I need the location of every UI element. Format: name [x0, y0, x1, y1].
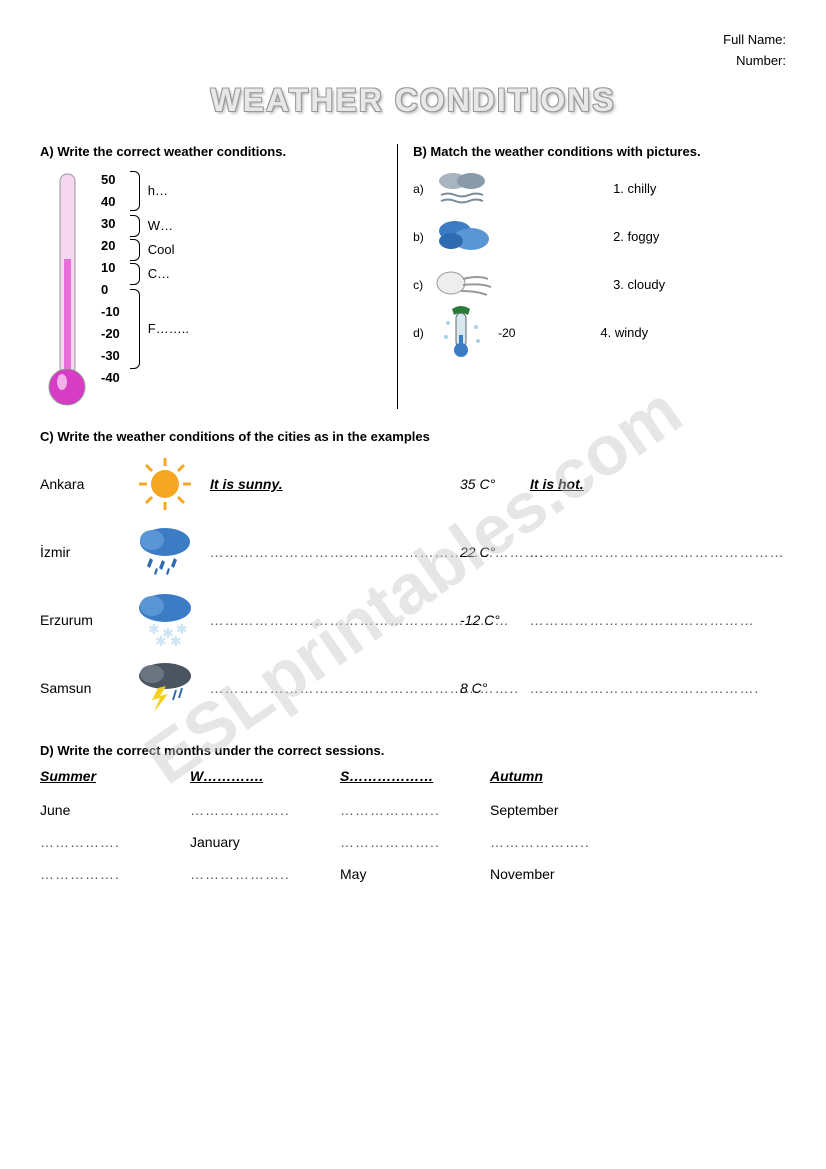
storm-icon	[120, 658, 210, 718]
number-label[interactable]: Number:	[40, 51, 786, 72]
fullname-label[interactable]: Full Name:	[40, 30, 786, 51]
season-col-winter: W…………. ……………….. January ………………..	[190, 768, 340, 898]
match-label-3: 3. cloudy	[613, 277, 665, 292]
erzurum-tempdesc[interactable]: ………………………………………	[530, 612, 755, 628]
samsun-tempdesc[interactable]: ……………………………………….	[530, 680, 760, 696]
ankara-temp: 35 C°	[460, 476, 530, 492]
section-c: C) Write the weather conditions of the c…	[40, 429, 786, 718]
header-info: Full Name: Number:	[40, 30, 786, 72]
sun-icon	[120, 454, 210, 514]
city-row-izmir: İzmir …………………………………………………………. 22 C° ……………	[40, 522, 786, 582]
svg-text:✱: ✱	[155, 633, 167, 649]
section-b-heading: B) Match the weather conditions with pic…	[413, 144, 786, 159]
season-col-autumn: Autumn September ……………….. November	[490, 768, 640, 898]
rain-icon	[120, 522, 210, 582]
izmir-temp: 22 C°	[460, 544, 530, 560]
clouds-icon	[433, 217, 493, 257]
match-label-1: 1. chilly	[613, 181, 656, 196]
erzurum-condition[interactable]: ……………………………………………………	[210, 612, 460, 628]
match-row-b[interactable]: b) 2. foggy	[413, 217, 786, 257]
ankara-tempdesc: It is hot.	[530, 476, 584, 492]
thermometer-icon	[40, 169, 95, 409]
match-row-c[interactable]: c) 3. cloudy	[413, 265, 786, 305]
section-d: D) Write the correct months under the co…	[40, 743, 786, 898]
ankara-condition: It is sunny.	[210, 476, 460, 492]
range-cool: Cool	[148, 242, 175, 257]
range-freezing[interactable]: F……..	[148, 321, 189, 336]
season-col-spring: S……………… ……………….. ……………….. May	[340, 768, 490, 898]
snow-icon: ✱✱✱✱✱	[120, 590, 210, 650]
section-c-heading: C) Write the weather conditions of the c…	[40, 429, 786, 444]
section-a-heading: A) Write the correct weather conditions.	[40, 144, 387, 159]
section-b: B) Match the weather conditions with pic…	[398, 144, 786, 409]
svg-text:✱: ✱	[170, 633, 182, 649]
range-cold[interactable]: C…	[148, 266, 170, 281]
samsun-condition[interactable]: ……………………………………………………..	[210, 680, 460, 696]
range-warm[interactable]: W…	[148, 218, 173, 233]
erzurum-temp: -12 C°	[460, 612, 530, 628]
cold-temp-value: -20	[498, 326, 515, 340]
izmir-tempdesc[interactable]: ……………………………………………	[530, 544, 785, 560]
page-title: WEATHER CONDITIONS	[40, 82, 786, 119]
wind-icon	[433, 265, 493, 305]
city-row-erzurum: Erzurum ✱✱✱✱✱ …………………………………………………… -12 C…	[40, 590, 786, 650]
fog-icon	[433, 169, 493, 209]
section-d-heading: D) Write the correct months under the co…	[40, 743, 786, 758]
samsun-temp: 8 C°	[460, 680, 530, 696]
section-a: A) Write the correct weather conditions.…	[40, 144, 398, 409]
season-col-summer: Summer June ……………. …………….	[40, 768, 190, 898]
match-label-2: 2. foggy	[613, 229, 659, 244]
match-row-d[interactable]: d) -20 4. windy	[413, 313, 786, 353]
city-row-samsun: Samsun …………………………………………………….. 8 C° ………………	[40, 658, 786, 718]
match-label-4: 4. windy	[600, 325, 648, 340]
match-row-a[interactable]: a) 1. chilly	[413, 169, 786, 209]
range-hot[interactable]: h…	[148, 183, 168, 198]
thermometer-scale: 50 40 30 20 10 0 -10 -20 -30 -40	[101, 169, 120, 389]
cold-thermo-icon	[433, 313, 493, 353]
izmir-condition[interactable]: ………………………………………………………….	[210, 544, 460, 560]
city-row-ankara: Ankara It is sunny. 35 C° It is hot.	[40, 454, 786, 514]
